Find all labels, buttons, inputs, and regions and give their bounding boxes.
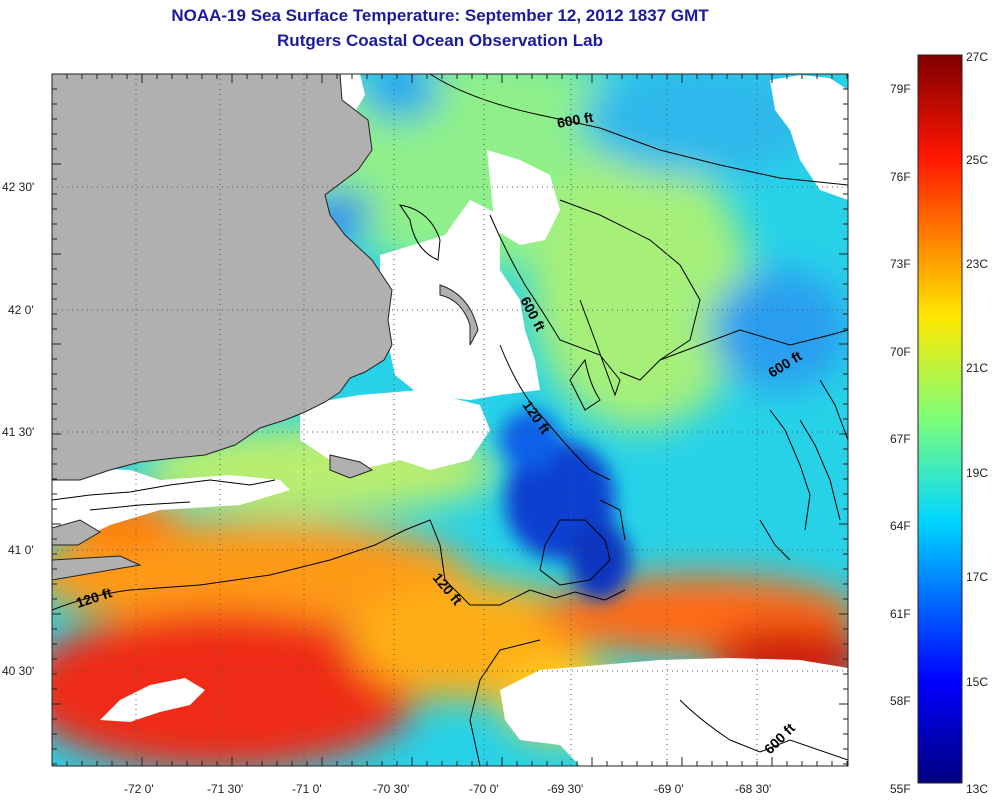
lon-tick-label: -70 0' <box>469 782 499 796</box>
colorbar-c-label: 25C <box>966 153 988 167</box>
sst-map: 600 ft 600 ft 600 ft 600 ft 120 ft 120 f… <box>52 74 848 766</box>
colorbar-f-label: 55F <box>890 782 911 796</box>
colorbar-fahrenheit-labels: 79F 76F 73F 70F 67F 64F 61F 58F 55F <box>890 82 911 796</box>
map-subtitle: Rutgers Coastal Ocean Observation Lab <box>277 31 603 50</box>
lat-tick-label: 42 30' <box>2 180 34 194</box>
temperature-field <box>52 74 848 766</box>
lon-tick-label: -70 30' <box>373 782 409 796</box>
map-frame <box>51 73 849 767</box>
lat-tick-label: 40 30' <box>2 664 34 678</box>
colorbar-f-label: 73F <box>890 257 911 271</box>
colorbar-c-label: 17C <box>966 570 988 584</box>
colorbar-f-label: 61F <box>890 607 911 621</box>
colorbar-f-label: 70F <box>890 345 911 359</box>
depth-contours <box>52 74 848 766</box>
colorbar-celsius-labels: 27C 25C 23C 21C 19C 17C 15C 13C <box>966 50 988 796</box>
longitude-axis: -72 0' -71 30' -71 0' -70 30' -70 0' -69… <box>124 782 771 796</box>
colorbar-c-label: 23C <box>966 257 988 271</box>
colorbar-c-label: 21C <box>966 361 988 375</box>
lat-tick-label: 42 0' <box>8 303 34 317</box>
map-title: NOAA-19 Sea Surface Temperature: Septemb… <box>171 6 709 25</box>
colorbar-c-label: 19C <box>966 466 988 480</box>
colorbar-c-label: 27C <box>966 50 988 64</box>
graticule <box>52 74 848 766</box>
contour-label-600ft: 600 ft <box>556 109 595 131</box>
cold-water-patch <box>500 410 630 600</box>
lat-tick-label: 41 0' <box>8 543 34 557</box>
colorbar-f-label: 67F <box>890 432 911 446</box>
latitude-axis: 42 30' 42 0' 41 30' 41 0' 40 30' <box>2 180 34 678</box>
colorbar-c-label: 13C <box>966 782 988 796</box>
axis-ticks <box>51 73 848 766</box>
lon-tick-label: -72 0' <box>124 782 154 796</box>
lon-tick-label: -68 30' <box>735 782 771 796</box>
lon-tick-label: -71 30' <box>207 782 243 796</box>
lon-tick-label: -69 30' <box>547 782 583 796</box>
lon-tick-label: -71 0' <box>292 782 322 796</box>
colorbar-f-label: 64F <box>890 519 911 533</box>
colorbar-gradient <box>917 54 963 784</box>
colorbar: 79F 76F 73F 70F 67F 64F 61F 58F 55F 27C … <box>890 50 988 796</box>
lat-tick-label: 41 30' <box>2 425 34 439</box>
colorbar-f-label: 76F <box>890 170 911 184</box>
colorbar-f-label: 58F <box>890 694 911 708</box>
colorbar-c-label: 15C <box>966 675 988 689</box>
land <box>52 74 479 581</box>
colorbar-f-label: 79F <box>890 82 911 96</box>
lon-tick-label: -69 0' <box>654 782 684 796</box>
